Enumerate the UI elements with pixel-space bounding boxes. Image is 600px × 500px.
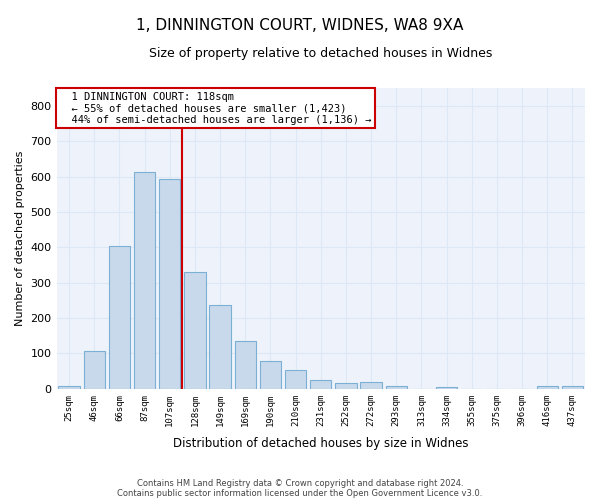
Text: 1 DINNINGTON COURT: 118sqm
  ← 55% of detached houses are smaller (1,423)
  44% : 1 DINNINGTON COURT: 118sqm ← 55% of deta… xyxy=(59,92,371,125)
Bar xyxy=(562,386,583,389)
Bar xyxy=(109,246,130,389)
Text: Contains HM Land Registry data © Crown copyright and database right 2024.: Contains HM Land Registry data © Crown c… xyxy=(137,478,463,488)
Bar xyxy=(134,172,155,389)
Text: Contains public sector information licensed under the Open Government Licence v3: Contains public sector information licen… xyxy=(118,488,482,498)
Bar xyxy=(184,272,206,389)
Bar xyxy=(159,180,181,389)
Bar xyxy=(361,382,382,389)
X-axis label: Distribution of detached houses by size in Widnes: Distribution of detached houses by size … xyxy=(173,437,469,450)
Y-axis label: Number of detached properties: Number of detached properties xyxy=(15,150,25,326)
Bar xyxy=(58,386,80,389)
Bar xyxy=(209,305,231,389)
Bar xyxy=(285,370,307,389)
Title: Size of property relative to detached houses in Widnes: Size of property relative to detached ho… xyxy=(149,48,493,60)
Bar xyxy=(83,351,105,389)
Bar xyxy=(386,386,407,389)
Bar xyxy=(335,383,356,389)
Text: 1, DINNINGTON COURT, WIDNES, WA8 9XA: 1, DINNINGTON COURT, WIDNES, WA8 9XA xyxy=(136,18,464,32)
Bar xyxy=(536,386,558,389)
Bar xyxy=(260,361,281,389)
Bar xyxy=(235,341,256,389)
Bar xyxy=(436,387,457,389)
Bar xyxy=(310,380,331,389)
